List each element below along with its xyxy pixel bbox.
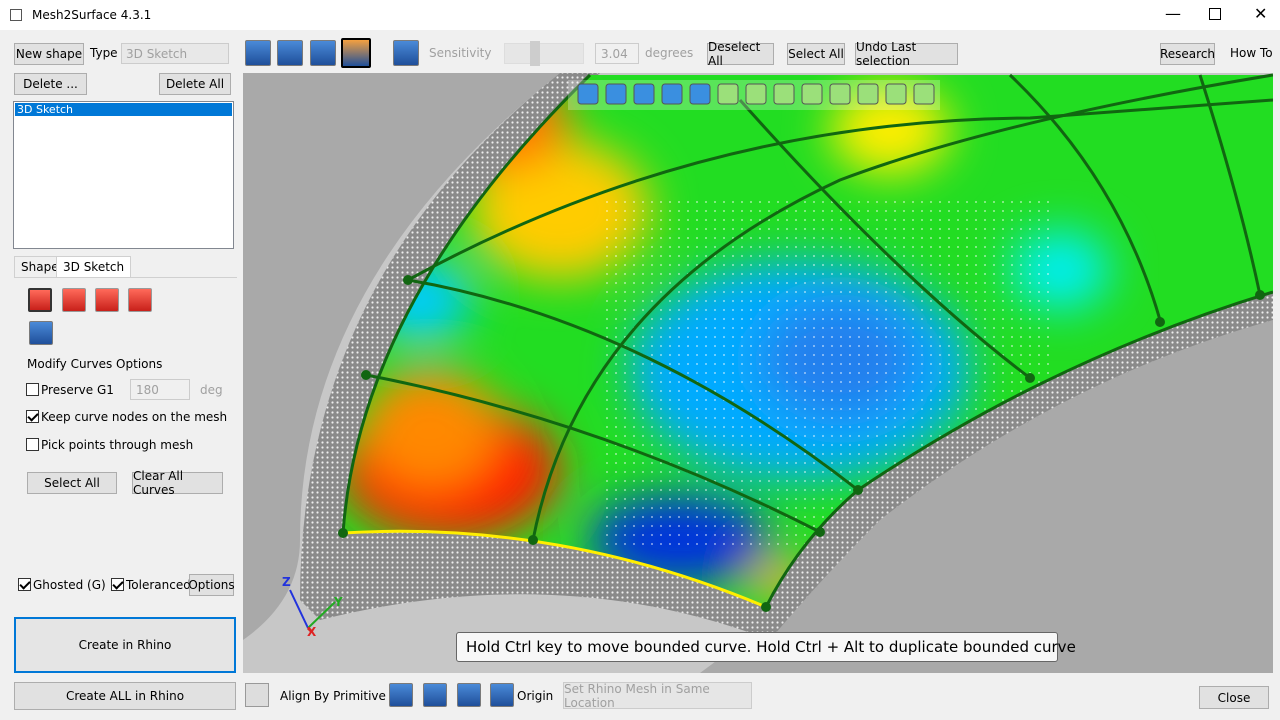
view-icon[interactable] [661, 83, 683, 105]
view-icon[interactable] [689, 83, 711, 105]
sketch-tool[interactable] [28, 288, 52, 312]
title-bar [0, 0, 1280, 30]
research-button[interactable]: Research [1160, 43, 1215, 65]
type-dropdown[interactable]: 3D Sketch [121, 43, 229, 64]
close-window[interactable]: ✕ [1254, 4, 1268, 23]
sensitivity-label: Sensitivity [429, 46, 492, 60]
clear-all-curves-button[interactable]: Clear All Curves [132, 469, 223, 497]
shape-list: 3D Sketch [13, 101, 234, 249]
view-icon[interactable] [857, 83, 879, 105]
delete-button[interactable]: Delete ... [14, 73, 87, 95]
axis-y [307, 601, 336, 629]
sketch-tool[interactable] [62, 288, 86, 312]
select-all-button[interactable]: Select All [787, 43, 845, 65]
view-icon[interactable] [633, 83, 655, 105]
hint-tooltip: Hold Ctrl key to move bounded curve. Hol… [456, 632, 1076, 662]
sketch-tool[interactable] [29, 321, 53, 345]
app-icon [10, 9, 22, 21]
view-icon[interactable] [829, 83, 851, 105]
view-icon[interactable] [605, 83, 627, 105]
selected-curve[interactable] [342, 529, 767, 609]
minimize[interactable]: — [1165, 4, 1181, 23]
align-icon[interactable] [389, 683, 413, 707]
set-mesh-button[interactable]: Set Rhino Mesh in Same Location [563, 682, 752, 710]
align-label: Align By Primitive [280, 689, 386, 703]
sensitivity-unit: degrees [645, 46, 694, 60]
view-icon[interactable] [913, 83, 935, 105]
origin-label: Origin [517, 689, 554, 703]
align-icon[interactable] [423, 683, 447, 707]
view-icon[interactable] [577, 83, 599, 105]
home-icon[interactable] [245, 683, 269, 707]
settings-icon[interactable] [393, 40, 419, 66]
g1-angle-input[interactable]: 180 [130, 379, 190, 400]
axis-label: Z [282, 575, 291, 589]
align-icon[interactable] [457, 683, 481, 707]
window-title: Mesh2Surface 4.3.1 [32, 8, 152, 22]
view-icon[interactable] [717, 83, 739, 105]
origin-icon[interactable] [490, 683, 514, 707]
undo-button[interactable]: Undo Last selection [855, 40, 958, 68]
checkbox[interactable] [26, 410, 39, 423]
checkbox-label: Preserve G1 [41, 383, 114, 397]
checkbox-label: Toleranced [126, 578, 191, 592]
delete-all-button[interactable]: Delete All [159, 73, 231, 95]
checkbox-label: Keep curve nodes on the mesh [41, 410, 228, 424]
sensitivity-slider[interactable] [504, 43, 584, 64]
deselect-all-button[interactable]: Deselect All [707, 40, 774, 68]
create-all-button[interactable]: Create ALL in Rhino [14, 682, 236, 710]
g1-unit: deg [200, 383, 223, 397]
type-label: Type [90, 46, 118, 60]
viewport[interactable]: X Y Z [243, 73, 1273, 673]
select-all-curves-button[interactable]: Select All [27, 472, 117, 494]
view-icon[interactable] [885, 83, 907, 105]
curve-network [341, 73, 1273, 608]
maximize[interactable] [1209, 8, 1221, 20]
checkbox[interactable] [26, 383, 39, 396]
sketch-tool[interactable] [95, 288, 119, 312]
sensitivity-input[interactable]: 3.04 [595, 43, 639, 64]
slider-thumb[interactable] [530, 41, 540, 66]
axis-label: X [307, 625, 317, 639]
new-shape-button[interactable]: New shape [14, 43, 84, 65]
axis-z [289, 589, 309, 629]
axis-label: Y [333, 595, 343, 609]
view-icon[interactable] [773, 83, 795, 105]
options-button[interactable]: Options [188, 574, 235, 596]
how-to-link[interactable]: How To [1230, 46, 1273, 60]
axis-x [306, 626, 314, 634]
tool-icon[interactable] [277, 40, 303, 66]
mesh-dots [300, 73, 1273, 640]
view-toolbar-icons[interactable] [577, 83, 935, 105]
view-icon[interactable] [801, 83, 823, 105]
view-icon[interactable] [745, 83, 767, 105]
close-button[interactable]: Close [1199, 686, 1269, 709]
checkbox-label: Pick points through mesh [41, 438, 194, 452]
tool-icon[interactable] [310, 40, 336, 66]
checkbox[interactable] [111, 578, 124, 591]
tool-icon-active[interactable] [341, 38, 371, 68]
tab[interactable]: 3D Sketch [56, 256, 132, 278]
curve-nodes [338, 275, 1265, 612]
tool-icon[interactable] [245, 40, 271, 66]
shape-list-item[interactable]: 3D Sketch [15, 103, 232, 116]
create-button[interactable]: Create in Rhino [14, 617, 236, 673]
checkbox[interactable] [26, 438, 39, 451]
checkbox[interactable] [18, 578, 31, 591]
checkbox-label: Ghosted (G) [33, 578, 106, 592]
options-heading: Modify Curves Options [27, 357, 163, 371]
sketch-tool[interactable] [128, 288, 152, 312]
